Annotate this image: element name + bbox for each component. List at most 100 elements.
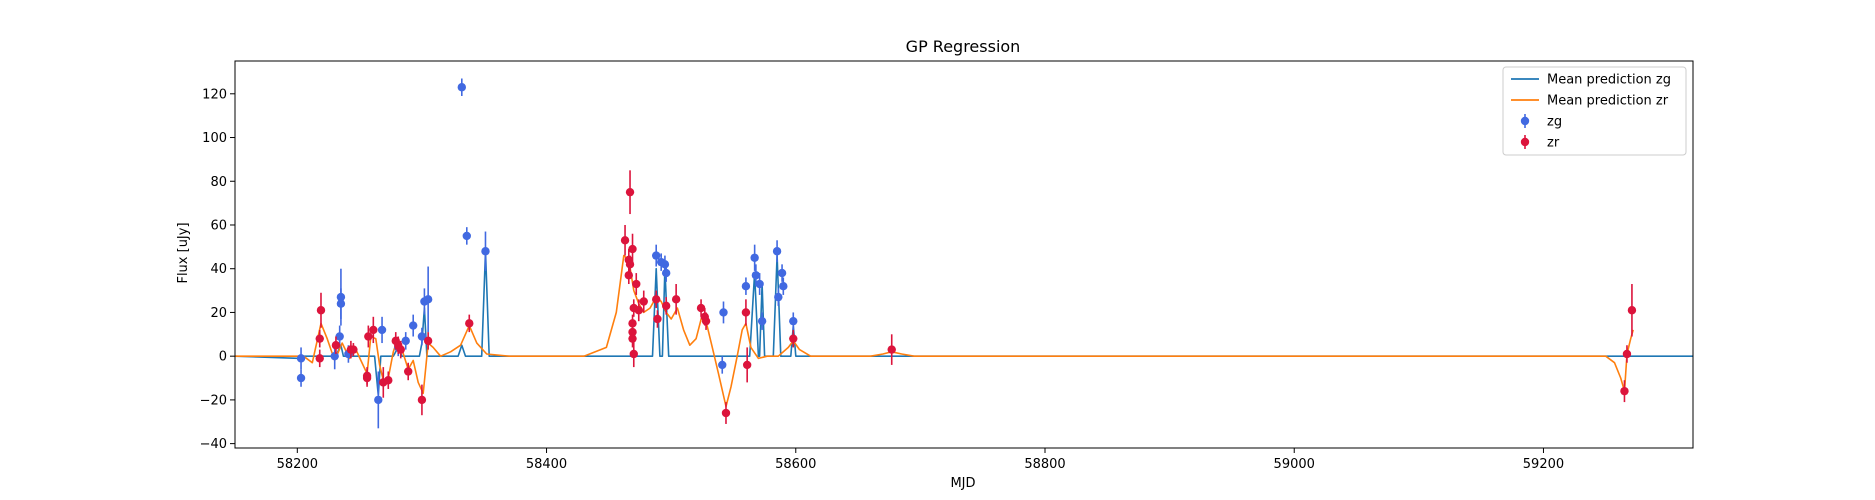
data-point-zr [721,408,731,418]
legend-label: zr [1547,136,1560,151]
x-tick-label: 59200 [1523,457,1564,472]
data-point-zr [384,376,393,385]
data-point-zg [417,332,427,341]
data-point-zr [423,336,433,346]
data-point-zr [396,345,405,354]
data-point-zg [336,299,346,308]
data-point-zg [652,251,661,260]
data-point-zr [315,354,324,363]
data-point-zr [789,334,798,343]
data-point-zr [741,308,751,317]
series-zg [296,78,798,429]
data-point-zg [409,321,418,330]
x-tick-label: 58400 [526,457,567,472]
data-point-zr [417,395,427,405]
data-point-zr [362,373,372,383]
x-tick-label: 59000 [1274,457,1315,472]
data-point-zr [634,306,643,315]
data-point-zr [349,345,358,354]
data-point-zr [315,334,324,343]
legend-label: zg [1547,115,1562,130]
data-point-zg [374,395,383,405]
y-axis: −40 −20 0 20 40 60 80 100 120 [200,87,235,452]
plot-area [235,78,1693,429]
data-point-zr [628,244,637,254]
x-axis-label: MJD [950,476,975,491]
data-point-zg [401,336,410,346]
y-tick-label: 100 [202,131,227,146]
data-point-zr [639,297,648,306]
chart-title: GP Regression [906,37,1021,56]
data-point-zg [661,268,671,278]
x-tick-label: 58800 [1024,457,1065,472]
legend-item: Mean prediction zr [1511,94,1669,109]
series-zr [315,170,1637,424]
data-point-zr [369,325,378,335]
data-point-zg [789,316,798,326]
x-axis: 58200 58400 58600 58800 59000 59200 [277,448,1564,472]
axes-frame [234,60,1694,449]
data-point-zr [1622,349,1632,359]
data-point-zg [296,373,306,383]
data-point-zg [772,247,782,256]
data-point-zg [774,292,783,302]
y-tick-label: 0 [219,350,227,365]
legend: Mean prediction zg Mean prediction zr zg zr [1502,66,1687,156]
data-point-zr [316,306,326,315]
data-point-zg [481,247,490,256]
series-line-mean-prediction-zg [235,250,1693,397]
legend-item: Mean prediction zg [1511,73,1671,88]
data-point-zg [377,325,387,335]
data-point-zg [423,295,433,304]
data-point-zr [625,187,635,197]
data-point-zr [701,316,711,326]
data-point-zr [652,295,661,304]
legend-marker-swatch [1520,137,1530,147]
y-tick-label: 80 [210,175,227,190]
data-point-zg [330,351,339,361]
data-point-zr [887,345,896,354]
legend-marker-swatch [1520,116,1530,126]
data-point-zg [457,83,466,92]
data-point-zg [296,354,306,363]
data-point-zg [751,271,761,280]
data-point-zg [718,360,727,370]
data-point-zg [462,231,471,241]
y-tick-label: −20 [200,393,227,408]
data-point-zr [624,271,633,280]
data-point-zr [671,295,681,304]
data-point-zr [1620,386,1629,396]
data-point-zg [757,316,767,326]
data-point-zg [741,282,751,291]
data-point-zr [696,303,706,313]
legend-box [1502,66,1687,156]
legend-label: Mean prediction zg [1547,73,1671,88]
data-point-zr [404,367,413,376]
data-point-zr [653,314,662,324]
x-tick-label: 58600 [775,457,816,472]
data-point-zg [779,282,788,291]
legend-label: Mean prediction zr [1547,94,1669,109]
legend-item: zg [1520,114,1562,130]
data-point-zr [364,332,373,341]
data-point-zg [335,332,344,341]
data-point-zr [620,236,630,245]
y-tick-label: 120 [202,87,227,102]
data-point-zr [629,349,638,359]
data-point-zr [628,319,637,328]
series-line-mean-prediction-zr [235,254,1634,408]
x-tick-label: 58200 [277,457,318,472]
data-point-zg [660,260,670,269]
data-point-zr [1627,306,1637,315]
data-point-zr [632,279,641,289]
y-tick-label: −40 [200,437,227,452]
y-tick-label: 60 [210,218,227,233]
data-point-zr [742,360,752,370]
data-point-zr [465,319,474,328]
y-axis-label: Flux [uJy] [176,222,191,283]
legend-item: zr [1520,135,1560,151]
y-tick-label: 20 [210,306,227,321]
data-point-zg [777,268,787,278]
data-point-zr [661,301,671,311]
